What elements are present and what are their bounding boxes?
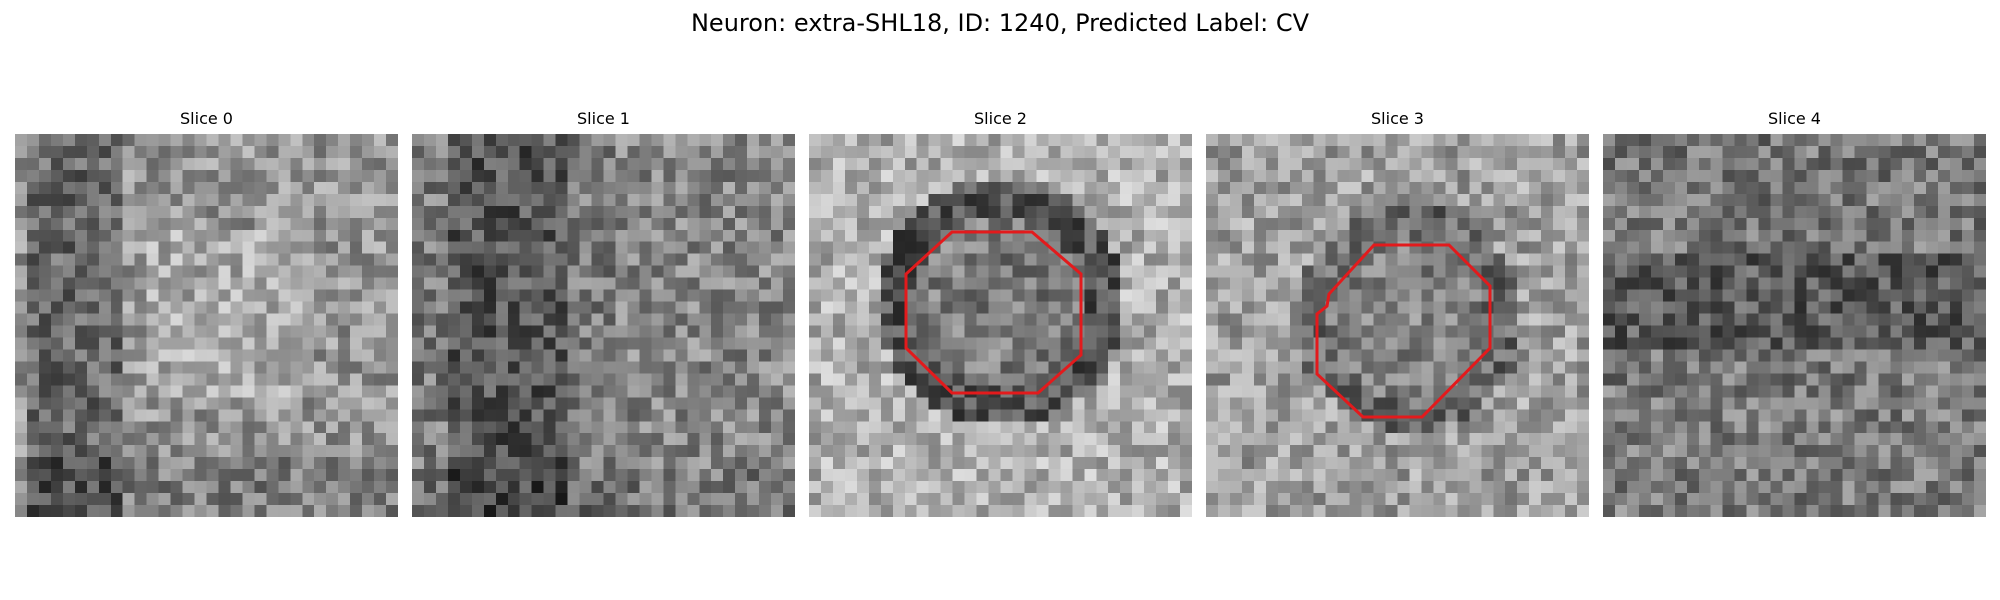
slice-0-image (15, 134, 398, 517)
slice-3-contour (1315, 243, 1492, 419)
slice-2-contour (904, 230, 1083, 395)
slice-2-image (809, 134, 1192, 517)
slice-3-image (1206, 134, 1589, 517)
slice-2-title: Slice 2 (974, 109, 1027, 128)
slice-1-image (412, 134, 795, 517)
slice-3-panel (1206, 134, 1589, 517)
slice-2-roi-outline (904, 230, 1083, 395)
slice-0-title: Slice 0 (180, 109, 233, 128)
slice-1-panel (412, 134, 795, 517)
slice-3-roi-outline (1315, 243, 1492, 419)
slice-3-title: Slice 3 (1371, 109, 1424, 128)
slice-1-title: Slice 1 (577, 109, 630, 128)
slice-4-image (1603, 134, 1986, 517)
slice-4-title: Slice 4 (1768, 109, 1821, 128)
slice-0-panel (15, 134, 398, 517)
slice-2-panel (809, 134, 1192, 517)
slice-4-panel (1603, 134, 1986, 517)
figure-title: Neuron: extra-SHL18, ID: 1240, Predicted… (690, 9, 1310, 37)
